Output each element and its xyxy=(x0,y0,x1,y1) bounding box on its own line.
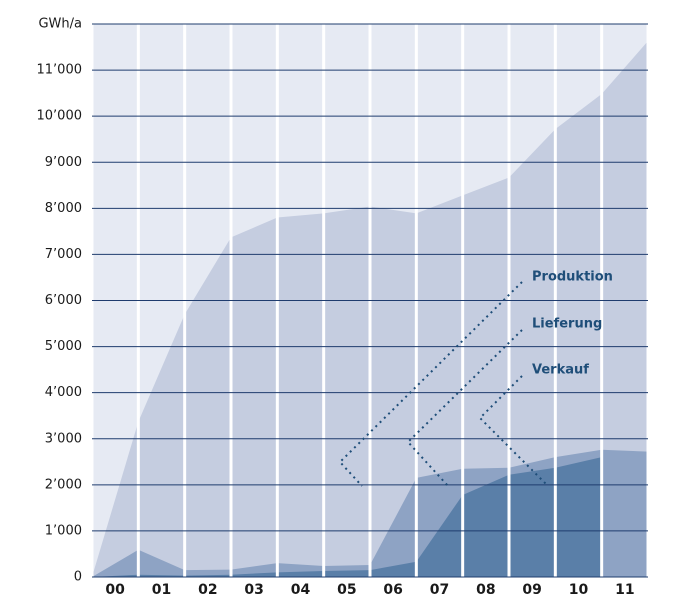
plot: 0 1’000 2’000 3’000 4’000 5’000 6’000 7’000 8’00… xyxy=(37,17,650,598)
y-tick-label: 10’000 xyxy=(37,109,83,124)
legend-label: Lieferung xyxy=(532,317,602,332)
leader-line xyxy=(478,375,549,487)
leader-line xyxy=(338,281,523,487)
y-tick-label: GWh/a xyxy=(38,17,82,32)
y-tick-label: 3’000 xyxy=(45,431,82,446)
y-tick-label: 5’000 xyxy=(45,339,82,354)
x-tick-label: 00 xyxy=(105,582,125,598)
x-tick-label: 07 xyxy=(430,582,449,598)
leader-line xyxy=(406,329,523,487)
y-tick-label: 0 xyxy=(74,570,82,585)
y-tick-label: 1’000 xyxy=(45,523,82,538)
x-tick-label: 05 xyxy=(337,582,356,598)
y-tick-label: 8’000 xyxy=(45,201,82,216)
x-tick-label: 10 xyxy=(569,582,589,598)
y-tick-label: 6’000 xyxy=(45,293,82,308)
x-tick-label: 06 xyxy=(383,582,402,598)
legend-label: Produktion xyxy=(532,270,613,285)
legend-label: Verkauf xyxy=(532,363,589,378)
y-tick-label: 11’000 xyxy=(37,63,83,78)
x-tick-label: 11 xyxy=(615,582,634,598)
x-tick-label: 03 xyxy=(244,582,263,598)
area xyxy=(92,457,602,577)
x-tick-label: 02 xyxy=(198,582,217,598)
y-tick-label: 2’000 xyxy=(45,477,82,492)
y-tick-label: 4’000 xyxy=(45,385,82,400)
y-tick-label: 9’000 xyxy=(45,155,82,170)
x-tick-label: 04 xyxy=(291,582,311,598)
y-tick-label: 7’000 xyxy=(45,247,82,262)
x-tick-label: 01 xyxy=(152,582,171,598)
x-tick-label: 09 xyxy=(522,582,541,598)
x-tick-label: 08 xyxy=(476,582,495,598)
